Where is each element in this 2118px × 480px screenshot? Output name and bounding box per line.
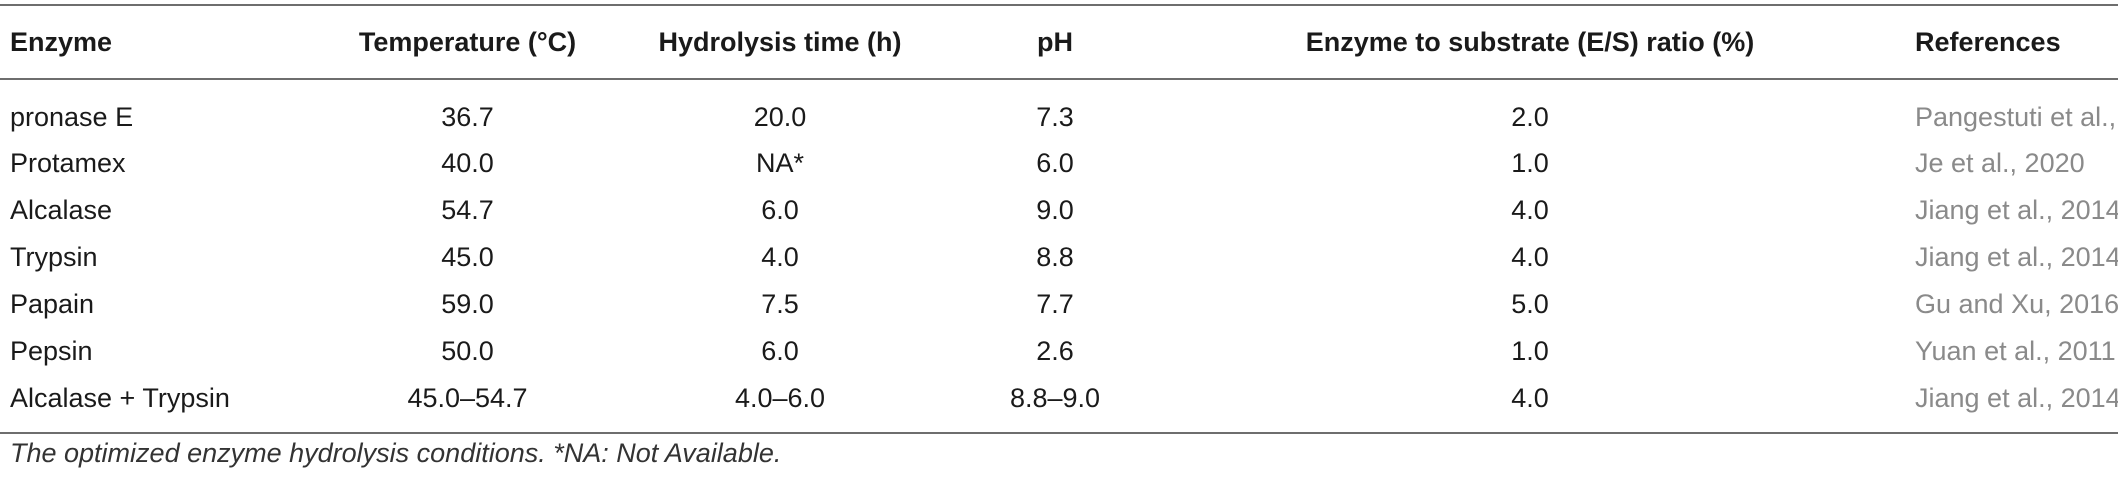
cell-reference-link[interactable]: Jiang et al., 2014	[1915, 242, 2118, 272]
cell-hydrolysis-time: 6.0	[761, 336, 799, 366]
cell-temperature: 54.7	[441, 195, 494, 225]
table-header-row: Enzyme Temperature (°C) Hydrolysis time …	[0, 4, 2118, 80]
cell-enzyme: Papain	[10, 289, 95, 319]
table-row: Pepsin 50.0 6.0 2.6 1.0 Yuan et al., 201…	[0, 328, 2118, 375]
header-references: References	[1915, 4, 2118, 80]
cell-reference-link[interactable]: Pangestuti et al., 2013	[1915, 101, 2118, 132]
table-row: Papain 59.0 7.5 7.7 5.0 Gu and Xu, 2016	[0, 281, 2118, 328]
cell-ph: 8.8–9.0	[965, 375, 1145, 434]
header-enzyme: Enzyme	[0, 4, 340, 80]
cell-es-ratio: 2.0	[1511, 101, 1549, 132]
cell-ph: 7.7	[1036, 289, 1074, 319]
cell-enzyme: Alcalase + Trypsin	[0, 375, 340, 434]
cell-reference-link[interactable]: Gu and Xu, 2016	[1915, 289, 2118, 319]
cell-reference-link[interactable]: Je et al., 2020	[1915, 148, 2085, 178]
cell-hydrolysis-time: NA*	[755, 148, 804, 178]
table-row: Protamex 40.0 NA* 6.0 1.0 Je et al., 202…	[0, 140, 2118, 187]
cell-temperature: 59.0	[441, 289, 494, 319]
cell-es-ratio: 1.0	[1511, 148, 1549, 178]
cell-ph: 2.6	[1036, 336, 1074, 366]
cell-es-ratio: 4.0	[1511, 242, 1549, 272]
cell-enzyme: Alcalase	[10, 195, 113, 225]
cell-enzyme: Trypsin	[10, 242, 98, 272]
cell-es-ratio: 1.0	[1511, 336, 1549, 366]
cell-ph: 6.0	[1036, 148, 1074, 178]
header-hydrolysis-time: Hydrolysis time (h)	[595, 4, 965, 80]
cell-ph: 7.3	[1036, 101, 1074, 132]
header-es-ratio: Enzyme to substrate (E/S) ratio (%)	[1145, 4, 1915, 80]
cell-enzyme: Protamex	[10, 148, 126, 178]
cell-hydrolysis-time: 6.0	[761, 195, 799, 225]
cell-temperature: 50.0	[441, 336, 494, 366]
cell-hydrolysis-time: 7.5	[761, 289, 799, 319]
table-row: pronase E 36.7 20.0 7.3 2.0 Pangestuti e…	[0, 79, 2118, 140]
cell-ph: 8.8	[1036, 242, 1074, 272]
header-temperature: Temperature (°C)	[340, 4, 595, 80]
table-row: Trypsin 45.0 4.0 8.8 4.0 Jiang et al., 2…	[0, 234, 2118, 281]
cell-hydrolysis-time: 4.0	[761, 242, 799, 272]
cell-enzyme: Pepsin	[10, 336, 93, 366]
enzyme-conditions-table: Enzyme Temperature (°C) Hydrolysis time …	[0, 4, 2118, 434]
cell-reference-link[interactable]: Yuan et al., 2011	[1915, 336, 2116, 366]
cell-temperature: 40.0	[441, 148, 494, 178]
cell-es-ratio: 5.0	[1511, 289, 1549, 319]
header-ph: pH	[965, 4, 1145, 80]
cell-reference-link[interactable]: Jiang et al., 2014	[1915, 195, 2118, 225]
cell-temperature: 36.7	[441, 101, 494, 132]
cell-temperature: 45.0–54.7	[340, 375, 595, 434]
table-row: Alcalase 54.7 6.0 9.0 4.0 Jiang et al., …	[0, 187, 2118, 234]
cell-es-ratio: 4.0	[1145, 375, 1915, 434]
table-footnote: The optimized enzyme hydrolysis conditio…	[10, 438, 782, 468]
cell-enzyme: pronase E	[10, 101, 134, 132]
cell-hydrolysis-time: 20.0	[753, 101, 807, 132]
cell-hydrolysis-time: 4.0–6.0	[595, 375, 965, 434]
cell-ph: 9.0	[1036, 195, 1074, 225]
cell-es-ratio: 4.0	[1511, 195, 1549, 225]
cell-reference-link[interactable]: Jiang et al., 2014	[1915, 375, 2118, 434]
cell-temperature: 45.0	[441, 242, 494, 272]
table-row: Alcalase + Trypsin 45.0–54.7 4.0–6.0 8.8…	[0, 375, 2118, 434]
